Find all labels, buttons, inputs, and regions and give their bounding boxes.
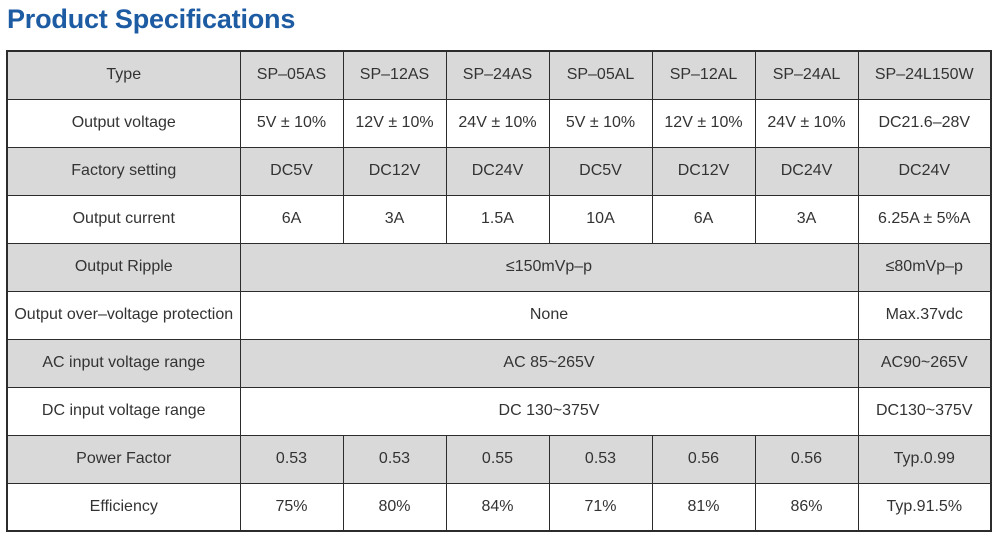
table-cell: 3A [754,194,859,244]
table-cell: 0.56 [651,434,756,484]
table-row-ac-input: AC input voltage range AC 85~265V AC90~2… [6,338,992,388]
table-cell: 71% [548,482,653,532]
row-label-type: Type [6,50,241,100]
column-header: SP–24L150W [857,50,992,100]
row-label: DC input voltage range [6,386,241,436]
table-cell: DC24V [857,146,992,196]
table-cell: ≤80mVp–p [857,242,992,292]
column-header: SP–12AS [342,50,447,100]
table-cell: DC130~375V [857,386,992,436]
row-label: Output Ripple [6,242,241,292]
row-label: Power Factor [6,434,241,484]
table-row-factory-setting: Factory setting DC5V DC12V DC24V DC5V DC… [6,146,992,196]
table-cell: 81% [651,482,756,532]
table-cell: 1.5A [445,194,550,244]
table-row-output-ripple: Output Ripple ≤150mVp–p ≤80mVp–p [6,242,992,292]
table-cell: DC24V [445,146,550,196]
table-cell: 10A [548,194,653,244]
table-cell: DC5V [548,146,653,196]
table-cell: 5V ± 10% [239,98,344,148]
table-cell: 0.53 [548,434,653,484]
merged-cell: None [239,290,859,340]
row-label: Efficiency [6,482,241,532]
column-header: SP–24AL [754,50,859,100]
table-cell: 6A [651,194,756,244]
table-cell: 86% [754,482,859,532]
table-cell: 5V ± 10% [548,98,653,148]
table-cell: 0.53 [342,434,447,484]
table-row-dc-input: DC input voltage range DC 130~375V DC130… [6,386,992,436]
table-cell: DC5V [239,146,344,196]
column-header: SP–24AS [445,50,550,100]
table-cell: 80% [342,482,447,532]
row-label: Factory setting [6,146,241,196]
merged-cell: AC 85~265V [239,338,859,388]
table-cell: 24V ± 10% [754,98,859,148]
merged-cell: ≤150mVp–p [239,242,859,292]
row-label: AC input voltage range [6,338,241,388]
row-label: Output voltage [6,98,241,148]
table-cell: 84% [445,482,550,532]
table-cell: 3A [342,194,447,244]
table-cell: Typ.0.99 [857,434,992,484]
table-cell: 6.25A ± 5%A [857,194,992,244]
table-cell: 12V ± 10% [651,98,756,148]
table-cell: 6A [239,194,344,244]
column-header: SP–05AS [239,50,344,100]
table-cell: DC21.6–28V [857,98,992,148]
table-cell: Typ.91.5% [857,482,992,532]
table-row-power-factor: Power Factor 0.53 0.53 0.55 0.53 0.56 0.… [6,434,992,484]
table-cell: 0.55 [445,434,550,484]
table-row-efficiency: Efficiency 75% 80% 84% 71% 81% 86% Typ.9… [6,482,992,532]
merged-cell: DC 130~375V [239,386,859,436]
specifications-table: Type SP–05AS SP–12AS SP–24AS SP–05AL SP–… [6,50,992,532]
table-cell: 0.56 [754,434,859,484]
table-cell: Max.37vdc [857,290,992,340]
table-cell: 75% [239,482,344,532]
table-row-output-voltage: Output voltage 5V ± 10% 12V ± 10% 24V ± … [6,98,992,148]
row-label: Output current [6,194,241,244]
table-row-output-current: Output current 6A 3A 1.5A 10A 6A 3A 6.25… [6,194,992,244]
table-cell: AC90~265V [857,338,992,388]
table-row-ovp: Output over–voltage protection None Max.… [6,290,992,340]
row-label: Output over–voltage protection [6,290,241,340]
table-cell: 24V ± 10% [445,98,550,148]
table-cell: 0.53 [239,434,344,484]
column-header: SP–12AL [651,50,756,100]
page-title: Product Specifications [7,4,296,34]
table-row-type: Type SP–05AS SP–12AS SP–24AS SP–05AL SP–… [6,50,992,100]
table-cell: DC12V [651,146,756,196]
table-cell: 12V ± 10% [342,98,447,148]
column-header: SP–05AL [548,50,653,100]
table-cell: DC24V [754,146,859,196]
table-cell: DC12V [342,146,447,196]
